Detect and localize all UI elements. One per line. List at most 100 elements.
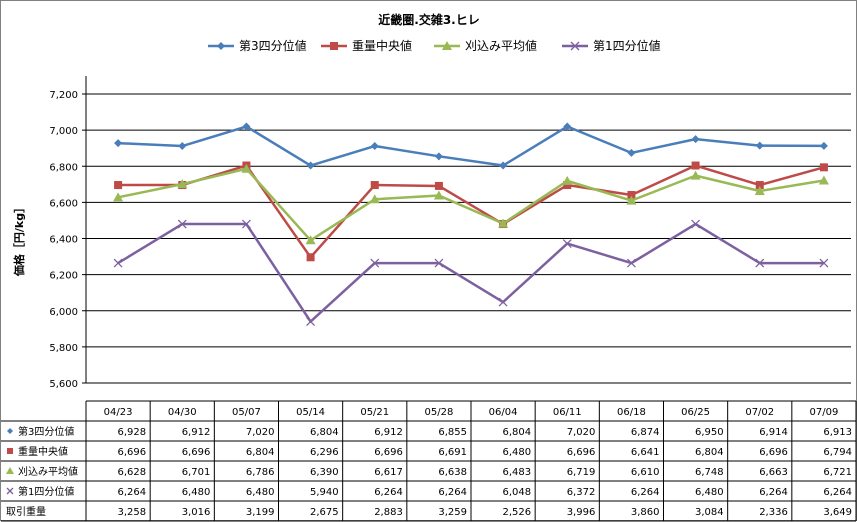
data-point [818,175,829,185]
table-cell: 6,804 [503,427,532,438]
table-cell: 6,719 [567,467,596,478]
data-point [626,258,636,268]
table-cell: 6,701 [182,467,211,478]
data-point [305,235,316,245]
series-3 [113,163,829,245]
y-tick-label: 5,800 [49,343,78,354]
data-point [178,142,187,151]
data-point [114,181,123,190]
data-table: 04/23 04/30 05/07 05/14 05/21 05/28 06/04 06/11… [1,400,857,522]
series-line [118,164,825,259]
table-cell: 6,874 [631,427,660,438]
table-cell: 6,264 [374,487,403,498]
table-legend-key [6,487,14,495]
legend-label: 第3四分位値 [239,38,307,53]
y-tick-label: 6,800 [49,162,78,173]
data-point [241,219,251,229]
data-point [369,194,380,204]
legend-entry: 第1四分位値 [562,38,661,53]
table-cell: 6,264 [759,487,788,498]
x-tick-label: 06/11 [553,407,582,418]
table-cell: 6,855 [438,427,467,438]
data-point [563,122,572,131]
legend-marker [217,42,225,50]
table-legend-key [6,467,14,474]
table-cell: 6,264 [438,487,467,498]
series-line [118,125,824,167]
table-cell: 6,950 [695,427,724,438]
legend-label: 第1四分位値 [593,38,661,53]
table-cell: 6,804 [246,447,275,458]
table-row-label: 刈込み平均値 [18,465,78,478]
table-row-label: 第1四分位値 [18,485,74,498]
table-cell: 6,696 [374,447,403,458]
data-point [691,161,700,170]
data-point [433,190,444,200]
table-cell: 6,696 [567,447,596,458]
table-cell: 6,928 [118,427,147,438]
legend-entry: 第3四分位値 [208,38,307,53]
table-cell: 6,264 [631,487,660,498]
table-cell: 2,883 [374,507,403,518]
data-point [177,219,187,229]
table-cell: 6,663 [759,467,788,478]
table-cell: 3,259 [438,507,467,518]
series-2 [114,161,828,262]
table-cell: 6,480 [182,487,211,498]
data-point [113,192,124,202]
table-cell: 6,480 [695,487,724,498]
table-cell: 6,696 [759,447,788,458]
data-point [563,181,572,190]
data-point [691,219,701,229]
table-row-label: 第3四分位値 [18,425,74,438]
series-4 [113,219,829,327]
table-cell: 6,048 [503,487,532,498]
data-point [498,218,509,228]
y-axis-label: 価格［円/kg］ [12,202,26,277]
table-cell: 6,372 [567,487,596,498]
table-cell: 6,480 [246,487,275,498]
data-point [498,297,508,307]
table-cell: 6,748 [695,467,724,478]
data-point [114,139,123,148]
legend-label: 刈込み平均値 [465,38,537,53]
x-tick-label: 05/07 [232,407,261,418]
data-point [306,161,315,170]
x-tick-label: 07/09 [810,407,839,418]
data-point [306,253,315,262]
data-point [562,175,573,185]
table-cell: 6,696 [182,447,211,458]
series-line [117,222,824,323]
table-cell: 3,860 [631,507,660,518]
data-point [370,258,380,268]
y-axis-ticks: 5,600 5,800 6,000 6,200 6,400 6,600 6,800 7,000… [49,90,78,390]
table-cell: 6,696 [118,447,147,458]
series-1 [114,122,828,170]
table-cell: 2,675 [310,507,339,518]
data-point [499,161,508,170]
table-cell: 6,638 [438,467,467,478]
table-row-label: 取引重量 [6,505,46,518]
table-cell: 3,996 [567,507,596,518]
table-cell: 5,940 [310,487,339,498]
data-point [113,258,123,268]
table-cell: 6,794 [823,447,852,458]
data-point [434,152,443,161]
table-cell: 3,258 [118,507,147,518]
table-legend-key [7,428,13,434]
chart-title: 近畿圏.交雑3.ヒレ [378,12,479,27]
data-point [755,141,764,150]
data-point [819,163,828,172]
table-cell: 6,296 [310,447,339,458]
table-cell: 6,617 [374,467,403,478]
table-legend-key [7,448,13,454]
x-tick-label: 07/02 [745,407,774,418]
x-tick-label: 06/04 [489,407,518,418]
table-cell: 6,804 [310,427,339,438]
x-tick-label: 06/18 [617,407,646,418]
table-cell: 6,264 [823,487,852,498]
table-row-label: 重量中央値 [18,445,68,458]
y-tick-label: 6,200 [49,271,78,282]
